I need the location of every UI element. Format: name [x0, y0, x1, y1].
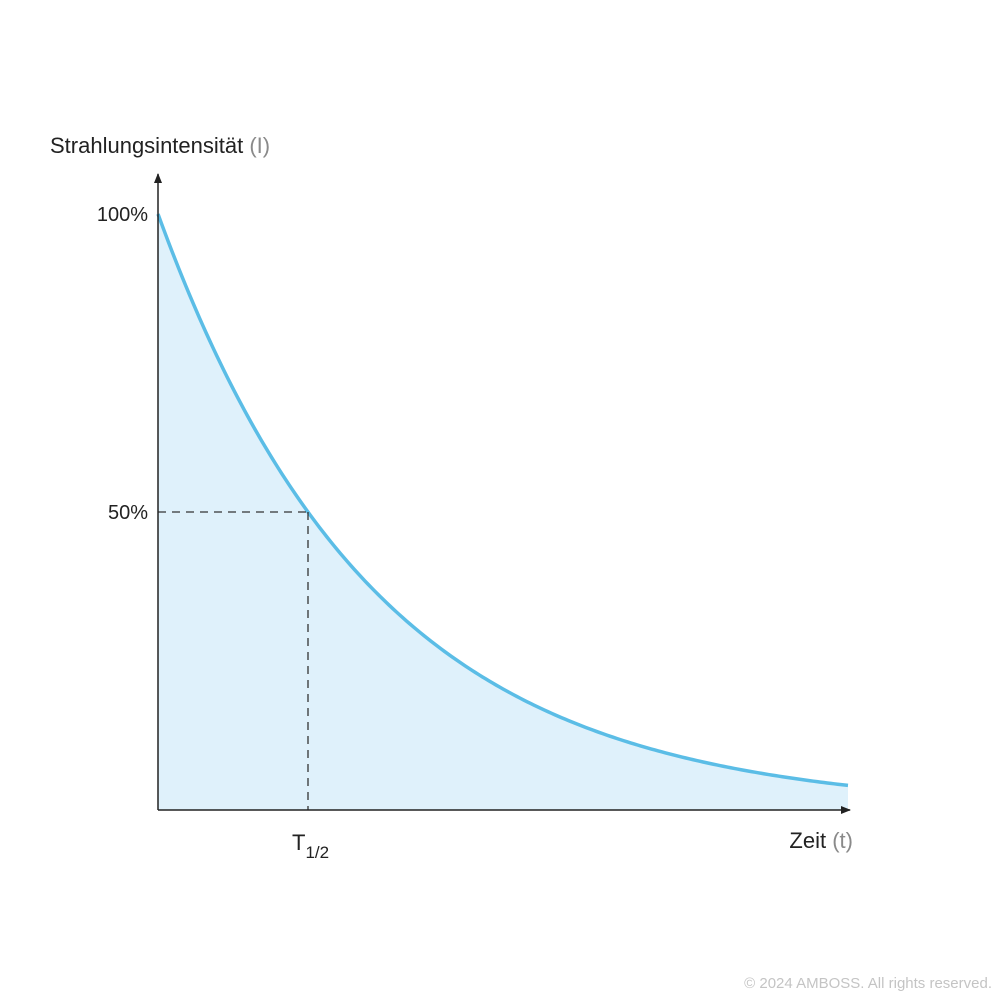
x-tick-label: T1/2: [292, 830, 329, 862]
y-axis-title: Strahlungsintensität (I): [50, 133, 270, 158]
decay-curve: [156, 213, 849, 788]
x-axis-title: Zeit (t): [789, 828, 853, 853]
x-axis-label: Zeit: [789, 828, 826, 853]
x-tick-main: T: [292, 830, 305, 855]
y-tick-label: 100%: [97, 204, 148, 226]
x-axis-symbol: (t): [832, 828, 853, 853]
y-tick-label: 50%: [108, 502, 148, 524]
copyright-notice: © 2024 AMBOSS. All rights reserved.: [744, 975, 992, 992]
x-tick-subscript: 1/2: [305, 843, 329, 862]
y-axis-symbol: (I): [249, 133, 270, 158]
y-axis-label: Strahlungsintensität: [50, 133, 243, 158]
area-fill: [158, 214, 848, 810]
